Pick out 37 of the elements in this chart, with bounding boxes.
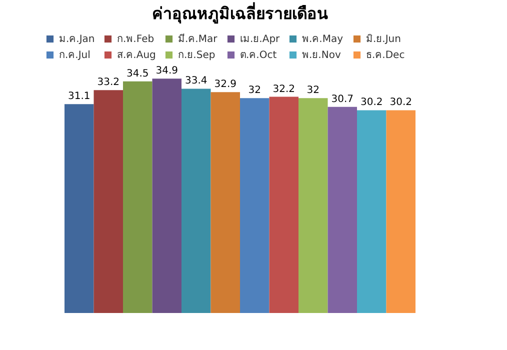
bar xyxy=(152,78,182,313)
data-label: 30.7 xyxy=(331,94,354,105)
data-label: 32.2 xyxy=(272,84,296,95)
bar xyxy=(357,110,386,313)
legend-label: ม.ค.Jan xyxy=(59,34,95,45)
legend-label: ก.ค.Jul xyxy=(59,50,90,61)
data-label: 30.2 xyxy=(360,97,383,108)
legend-label: ธ.ค.Dec xyxy=(366,50,405,61)
legend-label: มี.ค.Mar xyxy=(178,33,218,45)
data-label: 33.2 xyxy=(97,77,120,88)
legend-label: ก.ย.Sep xyxy=(178,50,216,61)
bar xyxy=(298,98,328,313)
data-label: 32 xyxy=(306,85,320,96)
data-label: 32.9 xyxy=(214,79,237,90)
legend-label: ก.พ.Feb xyxy=(117,34,154,45)
data-label: 34.5 xyxy=(126,68,149,80)
data-label: 33.4 xyxy=(184,76,208,87)
data-label: 31.1 xyxy=(68,91,90,102)
data-label: 30.2 xyxy=(390,97,412,108)
bar xyxy=(210,92,240,313)
data-label: 32 xyxy=(248,85,261,96)
bar xyxy=(328,106,357,313)
legend-label: พ.ค.May xyxy=(302,34,344,45)
bar xyxy=(240,98,270,313)
legend-label: พ.ย.Nov xyxy=(302,50,341,61)
bar xyxy=(123,81,152,313)
bar xyxy=(182,88,211,313)
data-label: 34.9 xyxy=(156,66,178,77)
legend-label: ต.ค.Oct xyxy=(240,50,277,61)
legend-label: มิ.ย.Jun xyxy=(366,34,401,45)
legend-label: เม.ย.Apr xyxy=(240,34,281,45)
bar xyxy=(386,110,416,313)
bar xyxy=(64,104,94,313)
legend-label: ส.ค.Aug xyxy=(117,50,156,61)
bar xyxy=(94,90,123,313)
chart-title: ค่าอุณหภูมิเฉลี่ยรายเดือน xyxy=(152,2,328,25)
bar xyxy=(269,96,298,313)
